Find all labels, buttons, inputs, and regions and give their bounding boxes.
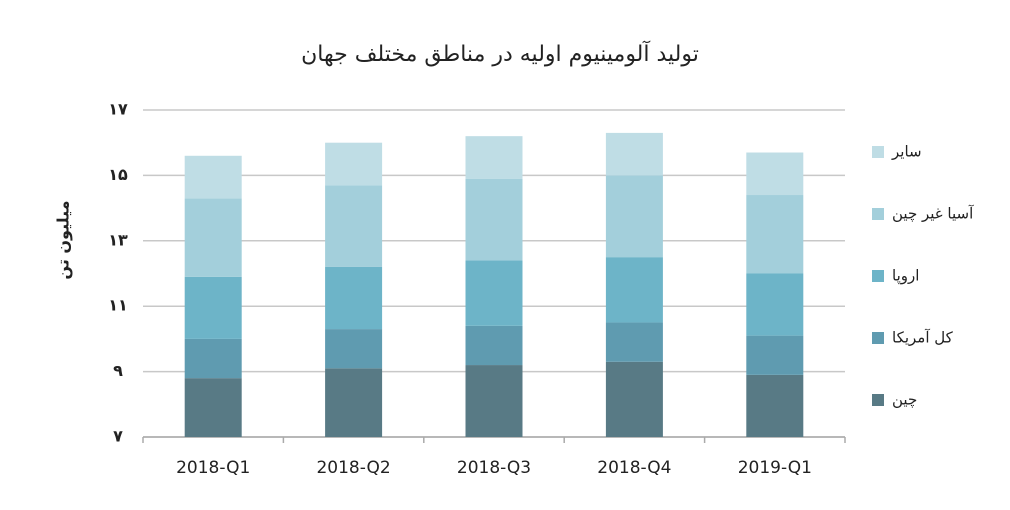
legend-swatch: [872, 394, 884, 406]
bar-segment: [184, 198, 242, 277]
x-tick-label: 2018-Q4: [597, 458, 671, 478]
x-tick-label: 2019-Q1: [738, 458, 812, 478]
y-tick-label: ۱۵: [108, 165, 128, 184]
bar-segment: [325, 142, 383, 186]
x-tick-label: 2018-Q2: [316, 458, 390, 478]
y-tick-label: ۱۳: [108, 230, 128, 249]
bar-segment: [184, 338, 242, 379]
x-tick-label: 2018-Q1: [176, 458, 250, 478]
y-tick-label: ۷: [113, 427, 123, 446]
bar-segment: [465, 178, 523, 261]
y-tick-label: ۱۱: [108, 296, 128, 315]
bar-segment: [325, 185, 383, 267]
bar-segment: [605, 257, 663, 323]
bar-segment: [465, 365, 523, 437]
legend-label: آسیا غیر چین: [892, 205, 974, 223]
legend-swatch: [872, 332, 884, 344]
bar-segment: [746, 195, 804, 274]
bar-segment: [465, 325, 523, 366]
bar-segment: [746, 374, 804, 437]
bar-segment: [465, 260, 523, 326]
bar-segment: [184, 276, 242, 339]
legend-label: اروپا: [892, 267, 919, 286]
x-tick-label: 2018-Q3: [457, 458, 531, 478]
bar-segment: [325, 329, 383, 369]
bar-segment: [605, 175, 663, 258]
legend-swatch: [872, 270, 884, 282]
bar-segment: [746, 335, 804, 375]
bar-segment: [325, 368, 383, 437]
bar-segment: [605, 361, 663, 437]
legend-swatch: [872, 208, 884, 220]
chart-title: تولید آلومینیوم اولیه در مناطق مختلف جها…: [301, 40, 699, 67]
bar-segment: [746, 273, 804, 336]
bar-segment: [605, 132, 663, 176]
legend-label: کل آمریکا: [892, 329, 954, 347]
y-tick-label: ۱۷: [108, 100, 128, 119]
y-tick-label: ۹: [113, 361, 123, 380]
bar-segment: [746, 152, 804, 196]
legend-label: سایر: [891, 143, 922, 161]
bar-segment: [465, 136, 523, 179]
bar-segment: [325, 266, 383, 330]
legend-swatch: [872, 146, 884, 158]
bar-segment: [184, 378, 242, 437]
bar-segment: [184, 155, 242, 199]
legend-label: چین: [892, 391, 917, 409]
y-axis-title: میلیون تن: [54, 200, 73, 279]
bar-segment: [605, 322, 663, 362]
